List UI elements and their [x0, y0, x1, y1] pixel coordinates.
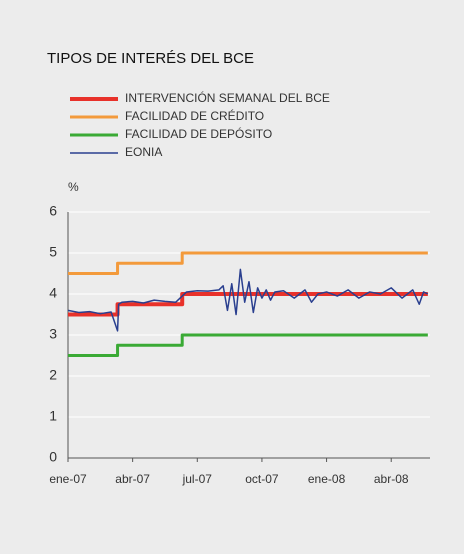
y-tick-label: 5: [49, 244, 57, 260]
line-series: [67, 268, 429, 332]
x-tick-label: abr-08: [374, 472, 409, 486]
y-tick-label: 2: [49, 367, 57, 383]
x-tick-label: abr-07: [115, 472, 150, 486]
legend-label: FACILIDAD DE CRÉDITO: [125, 108, 264, 123]
x-tick-label: ene-07: [49, 472, 87, 486]
line-series: [68, 333, 428, 357]
y-tick-label: 4: [49, 285, 57, 301]
legend-label: FACILIDAD DE DEPÓSITO: [125, 126, 272, 141]
x-tick-label: ene-08: [308, 472, 346, 486]
y-tick-label: 3: [49, 326, 57, 342]
line-series: [68, 251, 428, 275]
legend-label: INTERVENCIÓN SEMANAL DEL BCE: [125, 90, 330, 105]
legend-label: EONIA: [125, 145, 162, 159]
x-tick-label: jul-07: [182, 472, 213, 486]
y-tick-label: 1: [49, 408, 57, 424]
y-axis-label: %: [68, 180, 79, 194]
y-tick-label: 6: [49, 203, 57, 219]
y-tick-label: 0: [49, 449, 57, 465]
line-series: [68, 292, 428, 317]
x-tick-label: oct-07: [245, 472, 279, 486]
chart-title: TIPOS DE INTERÉS DEL BCE: [47, 50, 254, 67]
